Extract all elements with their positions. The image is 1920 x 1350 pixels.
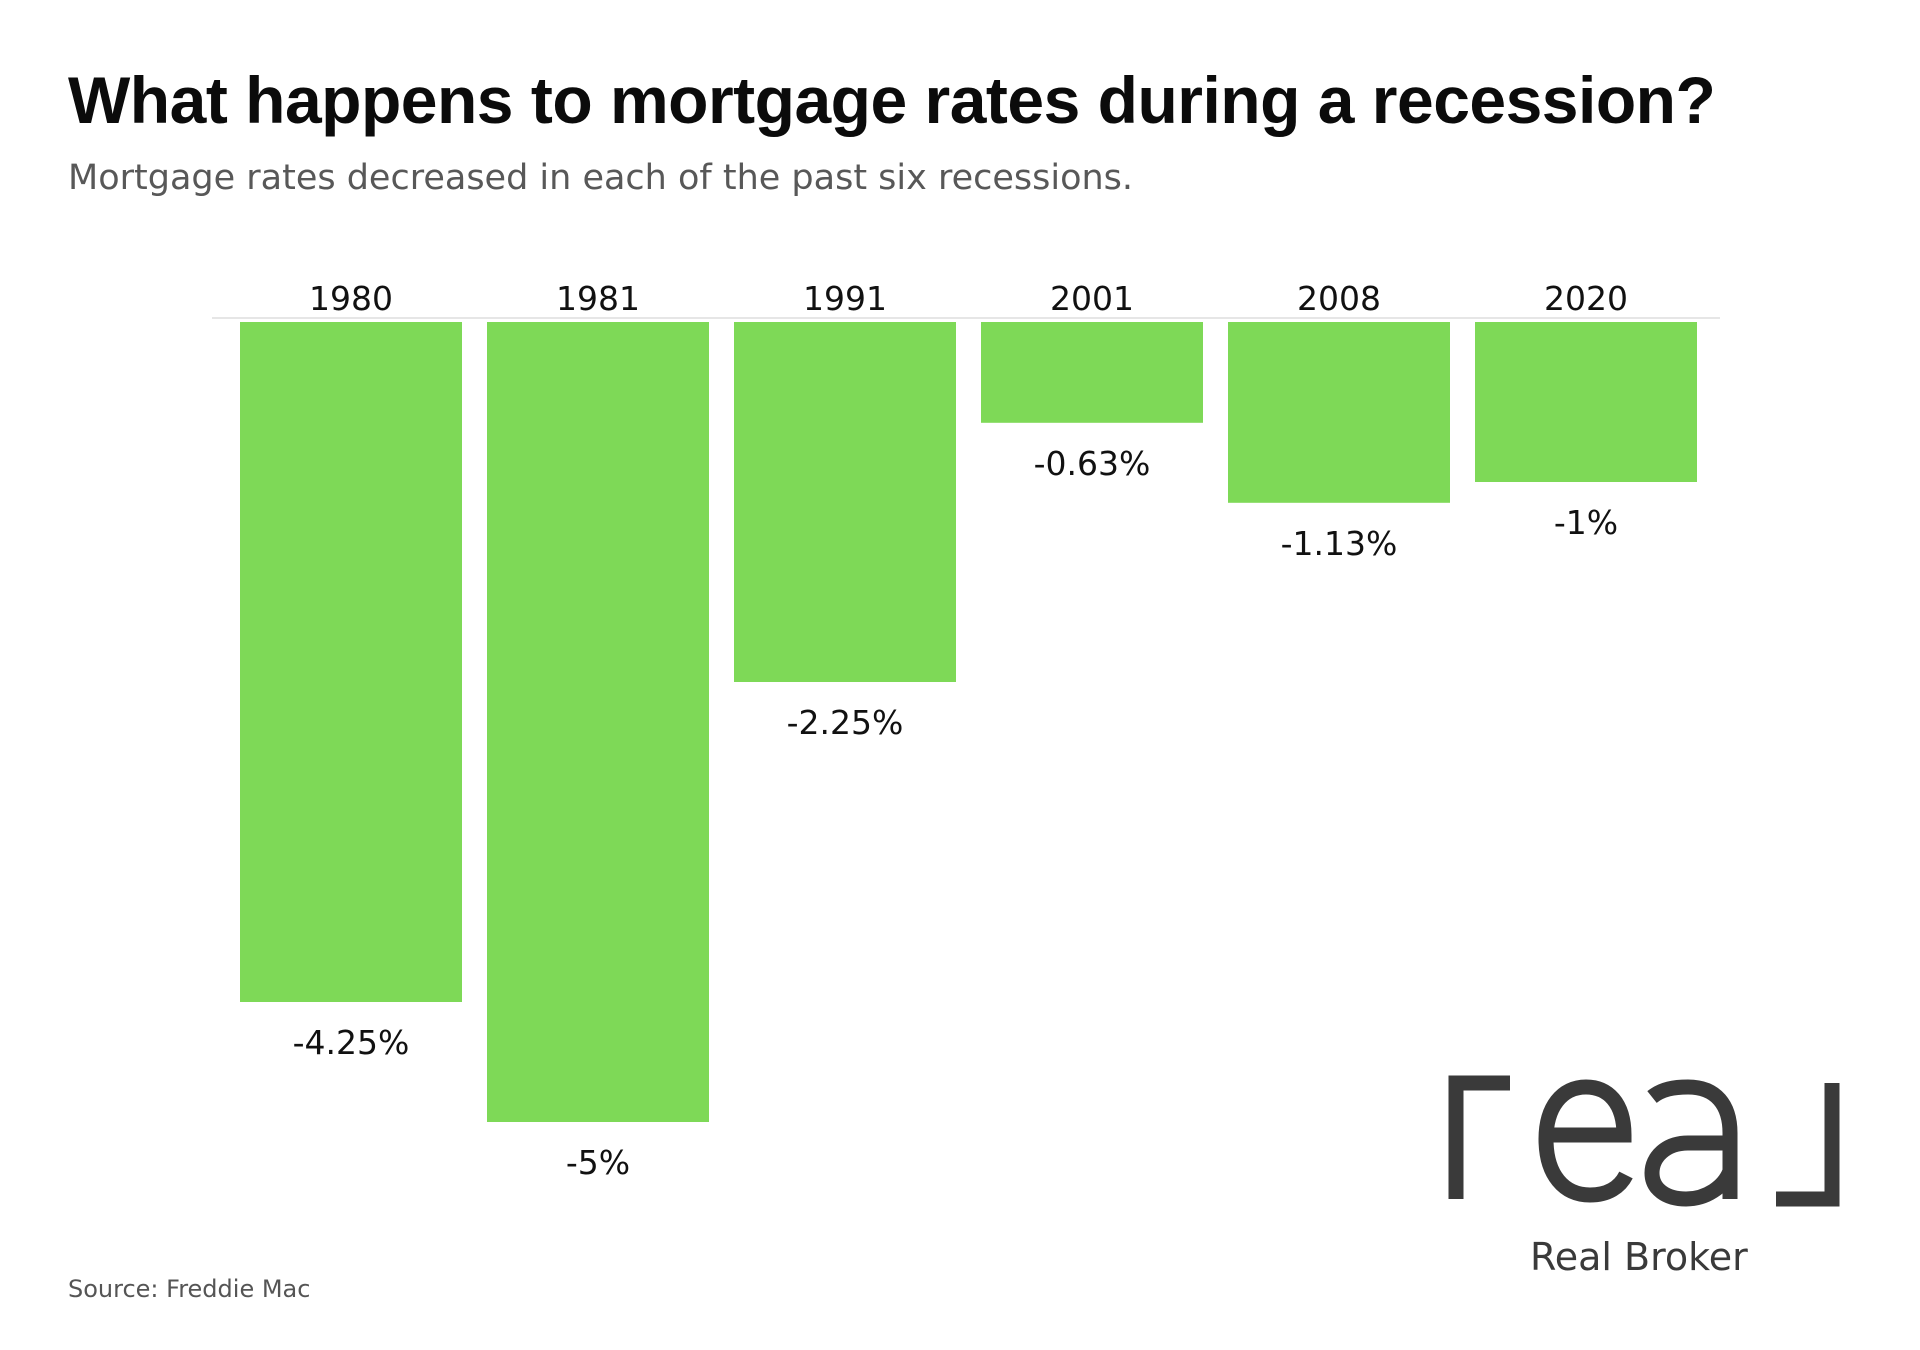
- value-label-2020: -1%: [1554, 503, 1618, 542]
- bar-2020: [1475, 322, 1697, 482]
- logo-letter-r: [1448, 1075, 1510, 1199]
- value-label-2008: -1.13%: [1281, 524, 1398, 563]
- category-label-2020: 2020: [1544, 279, 1628, 318]
- logo-letter-a: [1644, 1079, 1738, 1207]
- value-label-1991: -2.25%: [787, 703, 904, 742]
- bar-2001: [981, 322, 1203, 423]
- bar-1980: [240, 322, 462, 1002]
- brand-name: Real Broker: [1530, 1235, 1748, 1279]
- value-label-1980: -4.25%: [293, 1023, 410, 1062]
- bar-1981: [487, 322, 709, 1122]
- chart-subtitle: Mortgage rates decreased in each of the …: [68, 158, 1134, 198]
- category-label-2008: 2008: [1297, 279, 1381, 318]
- bar-2008: [1228, 322, 1450, 503]
- real-logo: [1448, 1075, 1840, 1207]
- source-note: Source: Freddie Mac: [68, 1275, 311, 1303]
- logo-letter-e: [1538, 1079, 1633, 1203]
- chart-title: What happens to mortgage rates during a …: [68, 63, 1716, 137]
- bars-group: 1980 -4.25% 1981 -5% 1991 -2.25% 2001 -0.63% 200…: [240, 279, 1697, 1182]
- category-label-1981: 1981: [556, 279, 640, 318]
- category-label-1991: 1991: [803, 279, 887, 318]
- category-label-2001: 2001: [1050, 279, 1134, 318]
- value-label-1981: -5%: [566, 1143, 630, 1182]
- value-label-2001: -0.63%: [1034, 444, 1151, 483]
- logo-letter-l: [1776, 1083, 1840, 1207]
- bar-1991: [734, 322, 956, 682]
- category-label-1980: 1980: [309, 279, 393, 318]
